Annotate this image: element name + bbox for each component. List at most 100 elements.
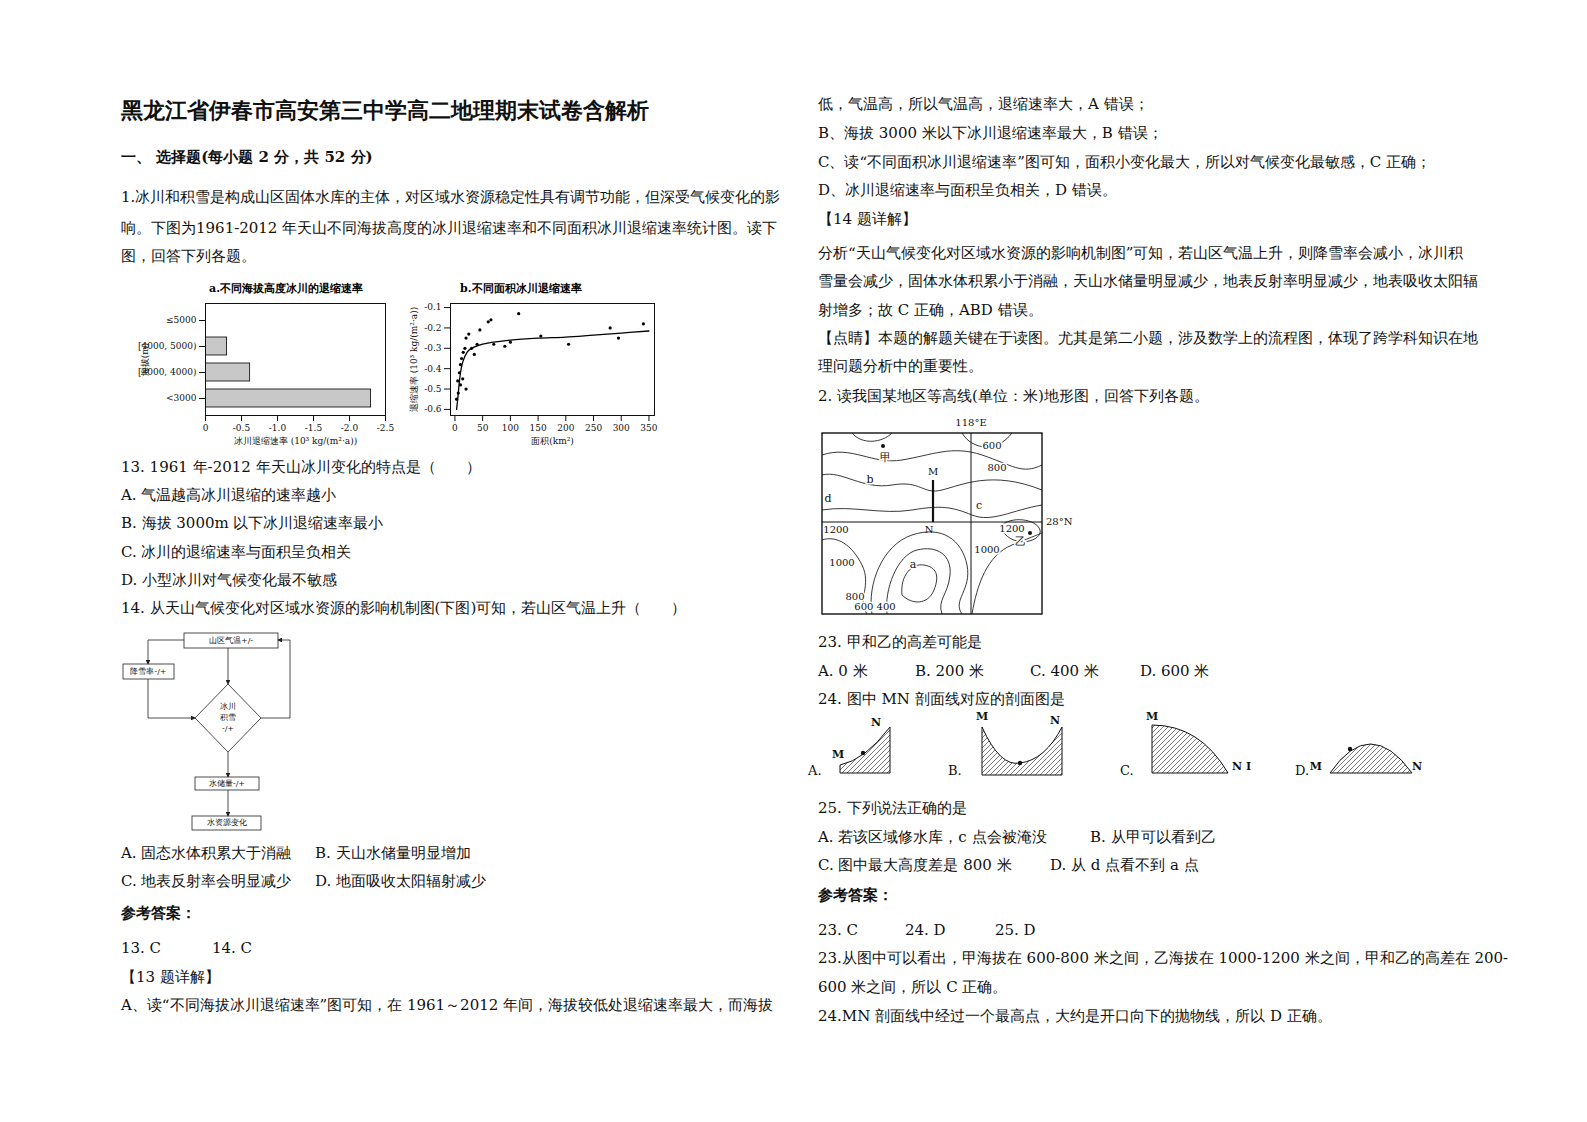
html-text:D. 600 米: D. 600 米 (1140, 662, 1210, 680)
svg-text:甲: 甲 (880, 451, 891, 464)
html-text:13. C: 13. C (121, 939, 162, 957)
svg-text:600 400: 600 400 (854, 601, 895, 612)
html-text:A. 0 米: A. 0 米 (818, 662, 868, 680)
svg-text:300: 300 (613, 423, 630, 433)
svg-text:d: d (824, 492, 831, 505)
html-text:D、冰川退缩速率与面积呈负相关，D 错误。: D、冰川退缩速率与面积呈负相关，D 错误。 (818, 181, 1117, 199)
html-text:14. 从天山气候变化对区域水资源的影响机制图(下图)可知，: 14. 从天山气候变化对区域水资源的影响机制图(下图)可知，若山区气温上升（ ） (121, 599, 687, 617)
svg-text:D.: D. (1295, 763, 1309, 778)
svg-text:250: 250 (585, 423, 602, 433)
svg-text:b: b (866, 473, 873, 486)
html-text:一、 选择题(每小题 2 分，共 52 分): 一、 选择题(每小题 2 分，共 52 分) (121, 148, 373, 166)
html-text:C. 地表反射率会明显减少: C. 地表反射率会明显减少 (121, 872, 292, 890)
svg-text:-0.5: -0.5 (424, 384, 442, 394)
html-text:23. 甲和乙的高差可能是: 23. 甲和乙的高差可能是 (818, 633, 982, 651)
html-text:黑龙江省伊春市高安第三中学高二地理期末试卷含解析: 黑龙江省伊春市高安第三中学高二地理期末试卷含解析 (121, 97, 649, 123)
svg-text:冰川退缩速率 (10³ kg/(m²·a)): 冰川退缩速率 (10³ kg/(m²·a)) (234, 436, 357, 446)
svg-text:面积(km²): 面积(km²) (531, 436, 574, 446)
svg-text:-1.0: -1.0 (269, 423, 287, 433)
html-text:分析“天山气候变化对区域水资源的影响机制图”可知，若山区气温: 分析“天山气候变化对区域水资源的影响机制图”可知，若山区气温上升，则降雪率会减小… (818, 244, 1464, 262)
svg-text:150: 150 (529, 423, 546, 433)
svg-text:C.: C. (1120, 763, 1134, 778)
html-text:25. 下列说法正确的是: 25. 下列说法正确的是 (818, 799, 967, 817)
html-text:B. 海拔 3000m 以下冰川退缩速率最小: B. 海拔 3000m 以下冰川退缩速率最小 (121, 514, 384, 532)
html-text:A、读“不同海拔冰川退缩速率”图可知，在 1961～2012: A、读“不同海拔冰川退缩速率”图可知，在 1961～2012 年间，海拔较低处退… (121, 996, 774, 1014)
svg-text:海拔(m): 海拔(m) (140, 343, 150, 377)
svg-text:M: M (1310, 760, 1322, 773)
html-text:低，气温高，所以气温高，退缩速率大，A 错误；: 低，气温高，所以气温高，退缩速率大，A 错误； (818, 95, 1149, 113)
svg-text:100: 100 (502, 423, 519, 433)
svg-text:乙: 乙 (1015, 535, 1026, 548)
svg-text:1000: 1000 (829, 557, 854, 568)
html-text:C. 400 米: C. 400 米 (1030, 662, 1099, 680)
svg-text:1200: 1200 (999, 523, 1024, 534)
svg-text:N I: N I (1232, 760, 1251, 773)
svg-text:200: 200 (557, 423, 574, 433)
svg-text:-2.5: -2.5 (377, 423, 395, 433)
svg-text:28°N: 28°N (1046, 516, 1073, 527)
html-text:射增多；故 C 正确，ABD 错误。: 射增多；故 C 正确，ABD 错误。 (818, 301, 1043, 319)
svg-text:N: N (925, 524, 934, 535)
svg-text:0: 0 (452, 423, 458, 433)
svg-text:-1.5: -1.5 (305, 423, 323, 433)
svg-text:800: 800 (987, 462, 1006, 473)
svg-text:a: a (910, 558, 917, 571)
html-text:2. 读我国某地区等高线(单位：米)地形图，回答下列各题。: 2. 读我国某地区等高线(单位：米)地形图，回答下列各题。 (818, 387, 1209, 405)
svg-text:M: M (1146, 710, 1158, 723)
svg-text:-0.3: -0.3 (424, 343, 442, 353)
html-text:D. 小型冰川对气候变化最不敏感: D. 小型冰川对气候变化最不敏感 (121, 571, 337, 589)
svg-text:积雪: 积雪 (220, 713, 236, 722)
svg-text:N: N (1050, 714, 1060, 727)
svg-text:≤5000: ≤5000 (166, 315, 197, 325)
svg-text:水储量-/+: 水储量-/+ (209, 779, 245, 788)
svg-text:600: 600 (982, 440, 1001, 451)
svg-text:c: c (976, 499, 982, 512)
svg-text:M: M (928, 466, 938, 477)
svg-text:N: N (1412, 760, 1422, 773)
svg-text:1000: 1000 (974, 544, 999, 555)
html-text:A. 气温越高冰川退缩的速率越小: A. 气温越高冰川退缩的速率越小 (121, 486, 337, 504)
html-text:【14 题详解】: 【14 题详解】 (818, 210, 917, 228)
html-text:雪量会减少，固体水体积累小于消融，天山水储量明显减少，地表反: 雪量会减少，固体水体积累小于消融，天山水储量明显减少，地表反射率明显减少，地表吸… (818, 272, 1478, 290)
svg-text:-0.6: -0.6 (424, 404, 442, 414)
svg-text:1200: 1200 (823, 524, 848, 535)
svg-text:N: N (871, 716, 881, 729)
svg-text:0: 0 (203, 423, 209, 433)
html-text:B、海拔 3000 米以下冰川退缩速率最大，B 错误；: B、海拔 3000 米以下冰川退缩速率最大，B 错误； (818, 124, 1163, 142)
html-text:14. C: 14. C (212, 939, 253, 957)
svg-text:-0.4: -0.4 (424, 364, 442, 374)
html-text:A. 固态水体积累大于消融: A. 固态水体积累大于消融 (121, 844, 292, 862)
html-text:13. 1961 年-2012 年天山冰川变化的特点是（ ）: 13. 1961 年-2012 年天山冰川变化的特点是（ ） (121, 458, 481, 476)
html-text:D. 地面吸收太阳辐射减少: D. 地面吸收太阳辐射减少 (315, 872, 486, 890)
svg-text:冰川: 冰川 (220, 702, 236, 711)
html-text:【13 题详解】: 【13 题详解】 (121, 968, 220, 986)
svg-text:退缩速率 (10³ kg/(m²·a)): 退缩速率 (10³ kg/(m²·a)) (409, 307, 419, 412)
html-text:理问题分析中的重要性。: 理问题分析中的重要性。 (818, 357, 983, 375)
html-text:B. 天山水储量明显增加: B. 天山水储量明显增加 (315, 844, 471, 862)
svg-text:水资源变化: 水资源变化 (207, 818, 247, 827)
html-text:B. 200 米: B. 200 米 (915, 662, 984, 680)
svg-text:-2.0: -2.0 (341, 423, 359, 433)
html-text:C、读“不同面积冰川退缩速率”图可知，面积小变化最大，所以对: C、读“不同面积冰川退缩速率”图可知，面积小变化最大，所以对气候变化最敏感，C … (818, 153, 1432, 171)
svg-text:M: M (832, 748, 844, 761)
html-text:C. 冰川的退缩速率与面积呈负相关: C. 冰川的退缩速率与面积呈负相关 (121, 543, 352, 561)
svg-text:-0.1: -0.1 (424, 302, 441, 312)
svg-text:-0.5: -0.5 (233, 423, 251, 433)
svg-text:A.: A. (807, 763, 822, 778)
html-text:响。下图为1961-2012 年天山不同海拔高度的冰川退缩速: 响。下图为1961-2012 年天山不同海拔高度的冰川退缩速率和不同面积冰川退缩… (121, 219, 778, 237)
svg-text:降雪率-/+: 降雪率-/+ (130, 667, 166, 676)
svg-text:350: 350 (640, 423, 657, 433)
svg-text:B.: B. (948, 763, 962, 778)
svg-text:118°E: 118°E (955, 417, 986, 428)
html-text:1.冰川和积雪是构成山区固体水库的主体，对区域水资源稳定性具: 1.冰川和积雪是构成山区固体水库的主体，对区域水资源稳定性具有调节功能，但深受气… (121, 188, 781, 206)
svg-text:<3000: <3000 (166, 393, 197, 403)
html-text:图，回答下列各题。: 图，回答下列各题。 (121, 247, 256, 265)
svg-text:山区气温+/-: 山区气温+/- (209, 636, 253, 645)
svg-text:50: 50 (477, 423, 489, 433)
svg-text:-/+: -/+ (222, 724, 234, 733)
html-text:24. 图中 MN 剖面线对应的剖面图是: 24. 图中 MN 剖面线对应的剖面图是 (818, 690, 1065, 708)
html-text:【点睛】本题的解题关键在于读图。尤其是第二小题，涉及数学上的: 【点睛】本题的解题关键在于读图。尤其是第二小题，涉及数学上的流程图，体现了跨学科… (818, 329, 1478, 347)
svg-text:M: M (976, 710, 988, 723)
svg-text:-0.2: -0.2 (424, 323, 441, 333)
html-text:参考答案：: 参考答案： (121, 904, 196, 922)
